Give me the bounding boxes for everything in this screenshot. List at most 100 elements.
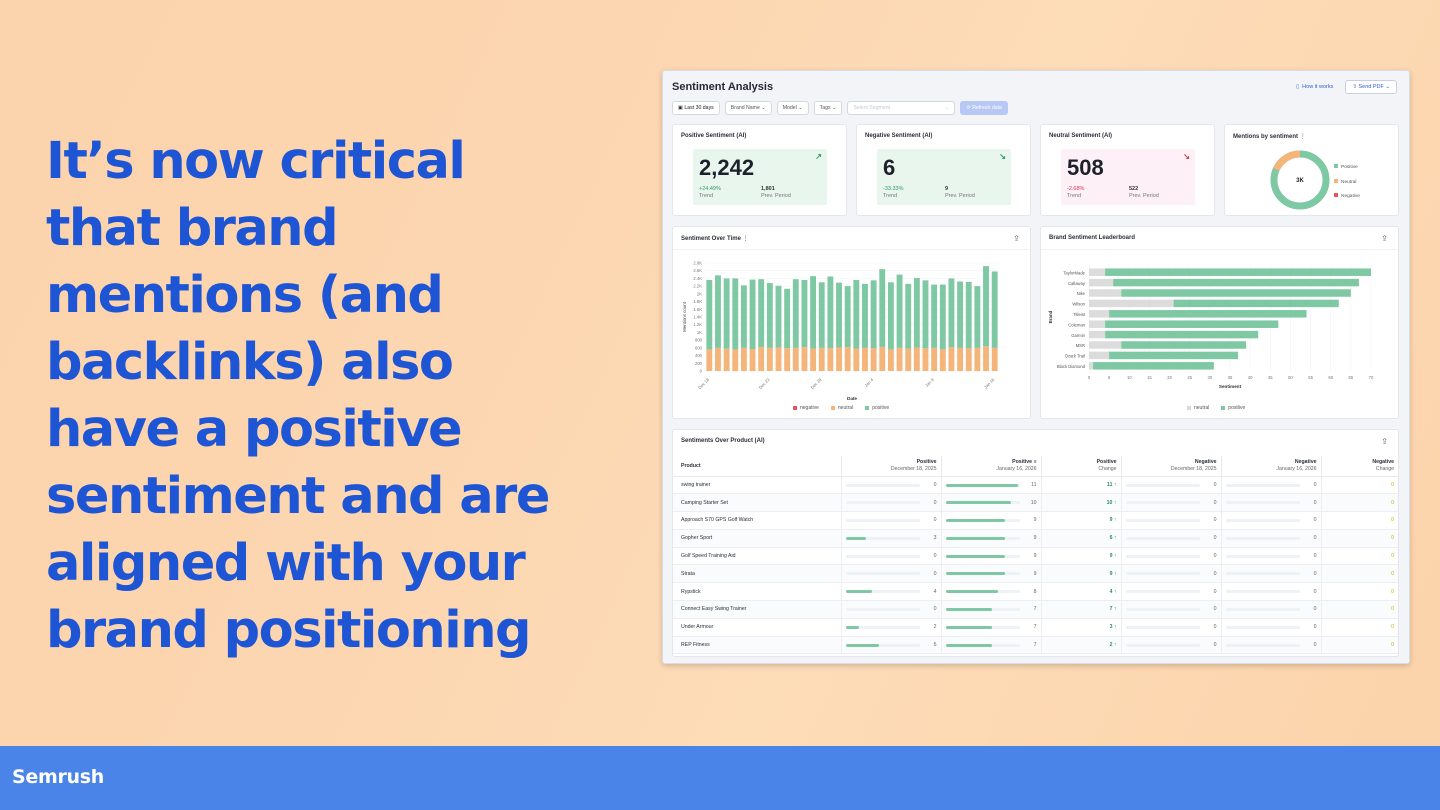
legend-neutral: neutral [830, 405, 853, 411]
negative-current-cell: 0 [1220, 600, 1321, 619]
chevron-down-icon: ⌄ [945, 105, 950, 111]
bar-positive [844, 286, 851, 348]
model-filter-label: Model [782, 105, 797, 111]
headline-line: that brand [46, 199, 339, 258]
x-tick-label: 55 [1308, 375, 1313, 380]
column-header[interactable]: Positive ≡ January 16, 2026 [940, 456, 1041, 477]
column-header[interactable]: Positive December 18, 2025 [840, 456, 941, 477]
export-icon[interactable]: ⇪ [1381, 437, 1388, 446]
value-bar-track [945, 643, 1020, 647]
table-row[interactable]: swing trainer 0 11 11 ↑ 0 0 0 [673, 476, 1398, 495]
x-tick-label: Jan 9 [924, 377, 935, 388]
value-bar-track [1225, 501, 1300, 505]
cell-value: 0 [933, 481, 937, 488]
y-tick-label: 2.4K [693, 276, 702, 281]
value-bar-track [1225, 483, 1300, 487]
table-row[interactable]: Connect Easy Swing Trainer 0 7 7 ↑ 0 0 0 [673, 600, 1398, 619]
bar-positive [810, 276, 817, 349]
how-it-works-link[interactable]: ▯ How it works [1292, 81, 1337, 93]
bar-neutral [827, 348, 834, 371]
bar-positive [991, 271, 998, 348]
segment-select[interactable]: Select Segment ⌄ [847, 101, 956, 115]
positive-prev-cell: 5 [840, 636, 941, 655]
page-title: Sentiment Analysis [672, 81, 774, 93]
y-tick-label: 1.4K [693, 315, 702, 320]
arrow-up-right-icon: ↗ [815, 152, 822, 161]
legend-positive: Positive [1334, 161, 1360, 176]
export-icon[interactable]: ⇪ [1381, 234, 1388, 243]
table-body: swing trainer 0 11 11 ↑ 0 0 0 Camping Starter S… [673, 476, 1398, 655]
bar-neutral [749, 349, 756, 371]
table-row[interactable]: Gopher Sport 3 9 6 ↑ 0 0 0 [673, 529, 1398, 548]
y-category-label: Black Diamond [1057, 364, 1086, 369]
export-icon[interactable]: ⇪ [1013, 234, 1020, 243]
legend-swatch [1334, 164, 1338, 168]
tags-filter[interactable]: Tags ⌄ [813, 101, 843, 115]
negative-prev-cell: 0 [1120, 493, 1221, 513]
arrow-up-icon: ↑ [1113, 642, 1117, 649]
bar-neutral [1089, 330, 1106, 339]
cell-value: 0 [1213, 570, 1217, 577]
y-tick-label: 2K [697, 291, 702, 296]
change-value: 0 [1391, 499, 1394, 506]
product-table: Product Positive December 18, 2025 Positi… [673, 456, 1398, 655]
cell-value: 7 [1033, 624, 1037, 631]
brand-leaderboard-chart: 0 5 10 15 20 25 30 35 40 45 50 55 60 65 70 TaylorMade Ca… [1048, 263, 1374, 389]
table-row[interactable]: Golf Speed Training Aid 0 9 9 ↑ 0 0 0 [673, 547, 1398, 566]
cell-value: 9 [1033, 517, 1037, 524]
value-bar-track [1125, 483, 1200, 487]
bar-positive [818, 282, 825, 348]
negative-current-cell: 0 [1220, 564, 1321, 584]
positive-current-cell: 9 [940, 529, 1041, 548]
bar-neutral [1089, 310, 1110, 318]
brand-filter[interactable]: Brand Name ⌄ [724, 101, 772, 115]
column-header[interactable]: Product [673, 456, 841, 477]
chevron-down-icon: ⌄ [832, 105, 837, 111]
table-row[interactable]: Under Armour 2 7 3 ↑ 0 0 0 [673, 618, 1398, 637]
divider [673, 249, 1030, 250]
column-header[interactable]: Negative Change [1320, 456, 1398, 477]
column-header[interactable]: Negative December 18, 2025 [1120, 456, 1221, 477]
cell-value: 0 [933, 499, 937, 506]
product-name: Under Armour [681, 624, 714, 631]
value-bar-fill [845, 536, 866, 540]
table-title: Sentiments Over Product (AI) [681, 438, 765, 444]
x-tick-label: 0 [1088, 375, 1091, 380]
kpi-trend-label: Trend [883, 193, 898, 199]
legend-label: positive [1228, 405, 1246, 411]
bar-positive [827, 276, 834, 349]
value-bar-track [1125, 590, 1200, 594]
y-category-label: Callaway [1068, 281, 1086, 286]
cell-value: 9 [1033, 535, 1037, 542]
column-title: Negative [1294, 459, 1317, 466]
refresh-button[interactable]: ⟳ Refresh data [960, 101, 1008, 115]
legend-label: Neutral [1341, 179, 1357, 185]
positive-prev-cell: 3 [840, 529, 941, 548]
table-row[interactable]: Approach S70 GPS Golf Watch 0 9 9 ↑ 0 0 0 [673, 511, 1398, 530]
positive-prev-cell: 0 [840, 600, 941, 619]
positive-current-cell: 9 [940, 547, 1041, 566]
kpi-card-neutral: Neutral Sentiment (AI) 508 ↘ -2.68% Trend… [1040, 124, 1215, 216]
product-name: Golf Speed Training Aid [681, 553, 736, 560]
date-range-filter[interactable]: ▣ Last 30 days [672, 101, 720, 115]
bar-neutral [1089, 362, 1094, 370]
send-pdf-button[interactable]: ⇧ Send PDF ⌄ [1345, 80, 1397, 94]
donut-title-text: Mentions by sentiment [1233, 134, 1299, 140]
table-row[interactable]: REP Fitness 5 7 2 ↑ 0 0 0 [673, 636, 1398, 655]
change-value: 0 [1391, 517, 1394, 524]
cell-value: 0 [1213, 553, 1217, 560]
table-row[interactable]: Rypstick 4 8 4 ↑ 0 0 0 [673, 582, 1398, 602]
model-filter[interactable]: Model ⌄ [776, 101, 809, 115]
column-header[interactable]: Positive Change [1040, 456, 1121, 477]
negative-prev-cell: 0 [1120, 564, 1221, 584]
bar-positive [1105, 330, 1259, 339]
column-header[interactable]: Negative January 16, 2026 [1220, 456, 1321, 477]
bar-neutral [870, 348, 877, 371]
negative-change-cell: 0 [1320, 511, 1398, 530]
divider [1041, 249, 1398, 250]
footer-bar: Semrush [0, 746, 1440, 810]
table-row[interactable]: Strata 0 9 9 ↑ 0 0 0 [673, 564, 1398, 584]
sort-icon[interactable]: ≡ [1033, 459, 1037, 466]
negative-change-cell: 0 [1320, 600, 1398, 619]
table-row[interactable]: Camping Starter Set 0 10 10 ↑ 0 0 0 [673, 493, 1398, 513]
